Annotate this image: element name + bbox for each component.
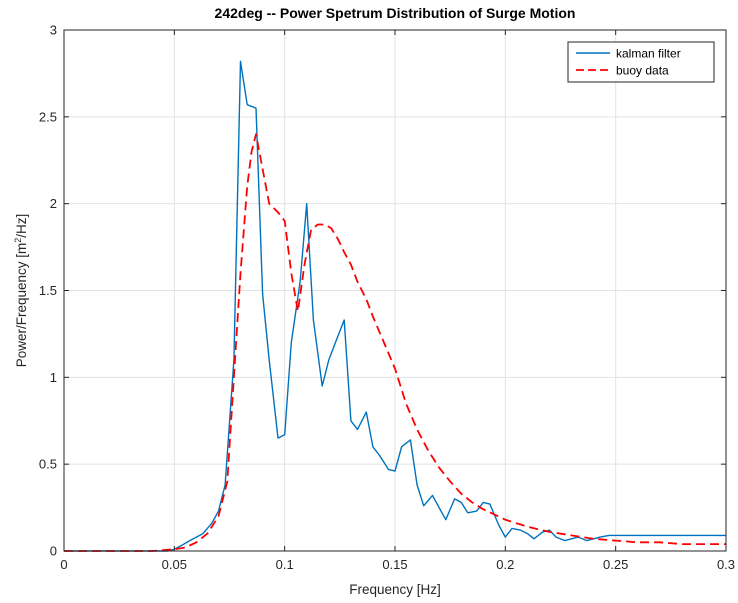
x-tick-label: 0.05	[162, 557, 187, 572]
chart-title: 242deg -- Power Spetrum Distribution of …	[215, 5, 576, 21]
y-tick-label: 1.5	[39, 283, 57, 298]
legend-label-kalman-filter: kalman filter	[616, 47, 681, 61]
x-tick-label: 0.2	[496, 557, 514, 572]
x-axis-label: Frequency [Hz]	[349, 582, 441, 597]
ticks: 0 0.05 0.1 0.15 0.2 0.25 0.3 0 0.5 1 1.5 2 2.5 3	[39, 23, 735, 573]
legend-box	[567, 41, 715, 83]
x-tick-label: 0.25	[603, 557, 628, 572]
x-tick-label: 0.3	[717, 557, 735, 572]
y-axis-label-post: /Hz]	[14, 214, 29, 238]
y-tick-label: 3	[50, 23, 57, 38]
y-tick-label: 2	[50, 196, 57, 211]
y-tick-label: 1	[50, 370, 57, 385]
y-axis-label-sup: 2	[13, 238, 23, 243]
grid	[64, 30, 726, 551]
x-tick-label: 0.15	[382, 557, 407, 572]
legend: kalman filter buoy data	[567, 41, 715, 83]
x-tick-label: 0	[60, 557, 67, 572]
y-tick-label: 0	[50, 544, 57, 559]
y-tick-label: 0.5	[39, 457, 57, 472]
legend-label-buoy-data: buoy data	[616, 64, 669, 78]
y-tick-label: 2.5	[39, 109, 57, 124]
y-axis-label: Power/Frequency [m2/Hz]	[13, 214, 29, 368]
series-line-buoy-data	[64, 133, 726, 552]
y-axis-label-pre: Power/Frequency [m	[14, 243, 29, 368]
x-tick-label: 0.1	[276, 557, 294, 572]
